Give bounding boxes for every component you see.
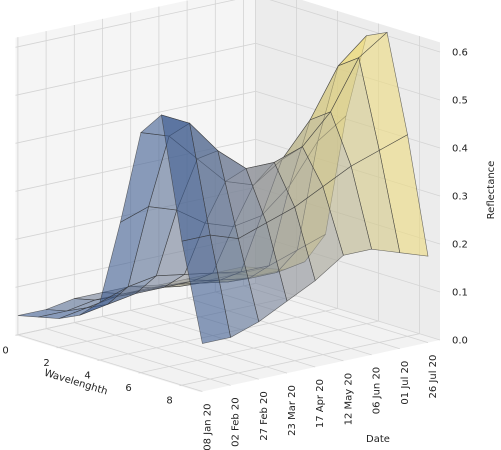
x-axis-label: Wavelenghth [43,368,109,398]
y-axis-label: Date [366,434,390,445]
x-tick-label: 6 [125,383,131,394]
z-axis-label: Reflectance [486,161,497,220]
y-tick-label: 08 Jan 20 [202,403,213,450]
z-tick-label: 0.0 [452,336,468,347]
y-tick-label: 17 Apr 20 [315,379,326,428]
surface-facet [181,234,231,344]
z-tick-label: 0.2 [452,240,468,251]
y-tick-label: 23 Mar 20 [287,385,298,436]
y-tick-label: 06 Jun 20 [372,367,383,414]
y-tick-label: 27 Feb 20 [259,391,270,441]
z-tick-label: 0.3 [452,192,468,203]
x-tick-label: 0 [2,345,8,356]
y-tick-label: 26 Jul 20 [428,355,439,399]
z-tick-label: 0.1 [452,288,468,299]
z-tick-label: 0.6 [452,48,468,59]
y-grid-line [17,334,203,392]
x-tick-label: 8 [166,396,172,407]
z-tick-label: 0.5 [452,96,468,107]
y-grid-line [74,322,259,380]
y-grid-line [45,328,231,386]
y-grid-line [102,316,288,374]
z-tick-label: 0.4 [452,144,468,155]
x-tick-label: 4 [84,371,90,382]
labels: 0.0 0.1 0.2 0.3 0.4 0.5 0.6 0 2 4 6 8 08 Jan 20 02 Fe… [2,48,468,450]
surface [17,31,429,344]
y-tick-label: 12 May 20 [343,373,354,425]
y-tick-label: 02 Feb 20 [231,397,242,447]
x-tick-label: 2 [43,358,49,369]
y-tick-label: 01 Jul 20 [400,361,411,405]
y-grid-line [158,303,344,362]
z-grid-line [269,0,441,53]
